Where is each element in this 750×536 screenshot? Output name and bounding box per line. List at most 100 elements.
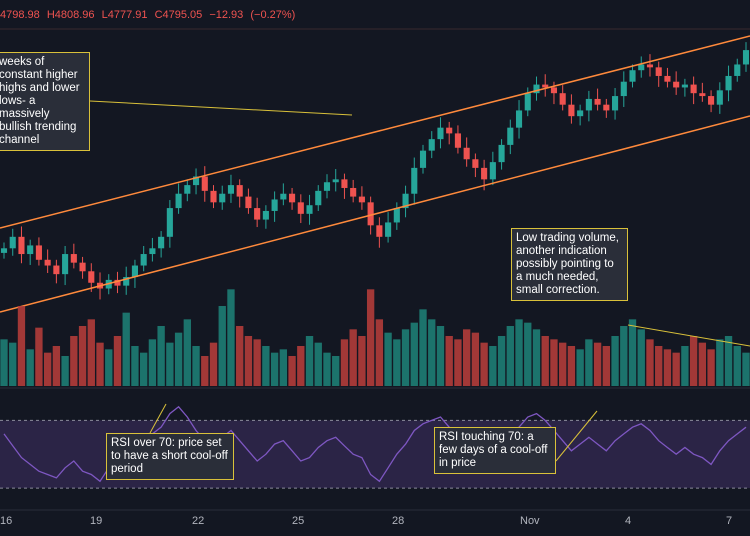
- volume-bar: [445, 336, 453, 386]
- candle-body: [419, 150, 427, 168]
- volume-bar: [140, 352, 148, 386]
- candle-body: [664, 75, 671, 82]
- ohlc-change-pct: (−0.27%): [250, 9, 296, 21]
- ohlc-readout: 4798.98 H4808.96 L4777.91 C4795.05 −12.9…: [0, 9, 299, 21]
- volume-bar: [340, 339, 349, 386]
- annotation-rsi-over: RSI over 70: price set to have a short c…: [106, 433, 234, 480]
- volume-bar: [113, 336, 122, 386]
- candle-body: [612, 96, 619, 111]
- volume-bar: [489, 346, 497, 386]
- volume-bar: [497, 336, 506, 386]
- ohlc-open: 4798.98: [0, 9, 40, 21]
- volume-bar: [611, 336, 619, 386]
- volume-bar: [236, 326, 244, 386]
- volume-bar: [148, 339, 157, 386]
- candle-body: [323, 182, 331, 191]
- volume-bar: [724, 336, 733, 386]
- candle-body: [245, 196, 252, 209]
- ohlc-high: H4808.96: [46, 9, 95, 21]
- volume-bar: [681, 346, 689, 386]
- candle-body: [70, 254, 77, 263]
- volume-bar: [297, 346, 305, 386]
- candle-body: [515, 110, 523, 128]
- volume-bar: [288, 356, 296, 386]
- candle-body: [742, 50, 750, 65]
- volume-bar: [733, 346, 741, 386]
- volume-bar: [253, 339, 261, 386]
- candle-body: [35, 245, 42, 260]
- volume-bar: [174, 332, 183, 386]
- candlestick-series: [0, 42, 750, 300]
- trend-channel: [0, 35, 750, 313]
- x-tick-label: 25: [292, 515, 305, 527]
- candle-body: [271, 199, 278, 211]
- candle-body: [350, 187, 357, 197]
- candle-body: [262, 210, 269, 220]
- volume-bar: [462, 329, 471, 386]
- annotation-rsi-touch: RSI touching 70: a few days of a cool-of…: [434, 427, 556, 474]
- leader-rsi-touch: [555, 410, 598, 462]
- candle-body: [158, 236, 165, 249]
- candle-body: [655, 67, 662, 76]
- volume-bar: [384, 332, 392, 386]
- candle-body: [367, 202, 374, 226]
- candle-body: [568, 104, 575, 117]
- volume-bar: [515, 319, 523, 386]
- candle-body: [79, 262, 86, 272]
- volume-bar: [61, 356, 69, 386]
- volume-bar: [0, 339, 8, 386]
- volume-bar: [454, 339, 462, 386]
- volume-bar: [358, 336, 366, 386]
- volume-bar: [122, 312, 130, 386]
- volume-bar: [707, 349, 715, 386]
- volume-bar: [78, 326, 87, 386]
- candle-body: [542, 84, 549, 88]
- candle-body: [306, 205, 313, 214]
- volume-bar: [401, 329, 410, 386]
- candle-body: [44, 259, 51, 266]
- volume-bar: [26, 349, 34, 386]
- candle-body: [315, 190, 322, 206]
- candle-body: [585, 98, 592, 111]
- x-tick-label: 7: [726, 515, 733, 527]
- volume-bar: [70, 336, 78, 386]
- candle-body: [620, 81, 627, 97]
- volume-bar: [646, 339, 654, 386]
- candle-body: [140, 254, 147, 266]
- annotation-channel: weeks of constant higher highs and lower…: [0, 52, 90, 151]
- channel-upper-line: [0, 35, 750, 229]
- volume-bar: [436, 326, 445, 386]
- candle-body: [236, 185, 243, 197]
- candle-body: [131, 265, 138, 278]
- candle-body: [594, 98, 601, 105]
- volume-bar: [620, 326, 628, 386]
- candle-body: [341, 179, 348, 188]
- volume-bar: [655, 346, 663, 386]
- volume-bar: [628, 319, 637, 386]
- ohlc-low: L4777.91: [101, 9, 148, 21]
- leader-volume: [627, 324, 750, 347]
- volume-bar: [157, 326, 165, 386]
- candle-body: [533, 84, 540, 94]
- x-tick-label: Nov: [520, 515, 540, 527]
- volume-bar: [35, 327, 43, 386]
- candle-body: [550, 87, 558, 94]
- volume-bar: [166, 342, 174, 386]
- volume-bar: [689, 336, 698, 386]
- candle-body: [428, 139, 435, 151]
- annotation-volume: Low trading volume, another indication p…: [511, 228, 628, 301]
- volume-bar: [532, 329, 541, 386]
- volume-bar: [524, 322, 532, 386]
- volume-bar: [742, 352, 750, 386]
- volume-bar: [52, 346, 61, 386]
- candle-body: [481, 167, 488, 180]
- candle-body: [280, 193, 287, 200]
- candle-body: [201, 176, 208, 191]
- candle-body: [708, 96, 715, 105]
- candle-body: [690, 84, 697, 94]
- candle-body: [725, 75, 732, 91]
- candle-body: [437, 127, 444, 140]
- volume-bar: [506, 326, 514, 386]
- leader-channel: [89, 100, 353, 116]
- candle-body: [577, 110, 584, 117]
